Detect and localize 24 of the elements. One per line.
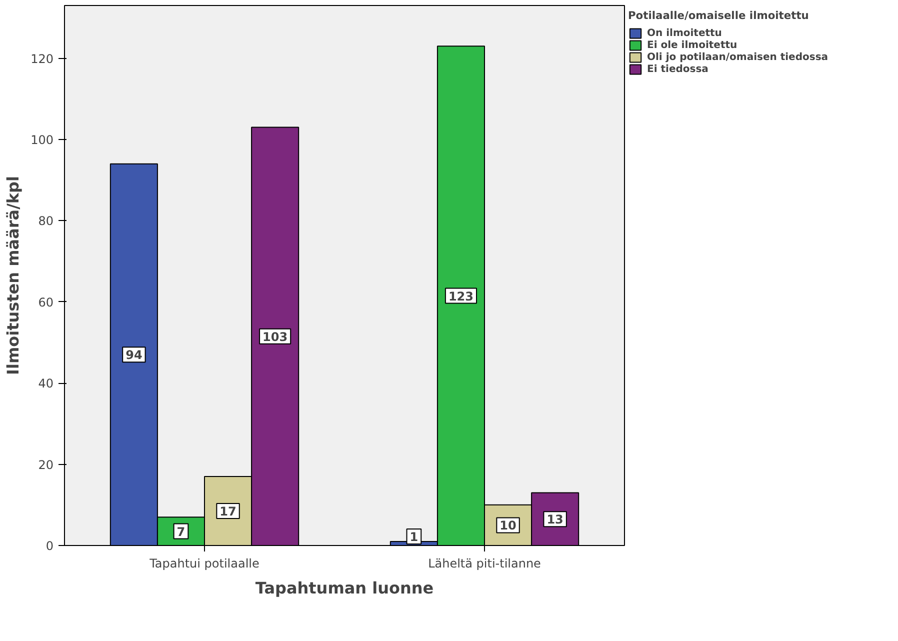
data-label: 1	[410, 530, 418, 544]
data-label: 103	[262, 330, 288, 344]
y-tick-label: 80	[38, 214, 54, 228]
legend-title: Potilaalle/omaiselle ilmoitettu	[628, 9, 810, 22]
data-label: 94	[126, 348, 142, 362]
y-axis-title: Ilmoitusten määrä/kpl	[4, 176, 23, 375]
y-tick-label: 20	[38, 458, 54, 472]
legend-label: Ei tiedossa	[647, 64, 708, 74]
data-label: 10	[500, 518, 516, 533]
data-label: 13	[546, 512, 564, 527]
y-tick-label: 60	[38, 295, 54, 310]
data-label: 17	[220, 504, 236, 518]
x-axis-title: Tapahtuman luonne	[255, 578, 434, 598]
legend-label: On ilmoitettu	[647, 28, 722, 38]
y-tick-label: 100	[30, 132, 54, 147]
legend-label: Ei ole ilmoitettu	[647, 40, 738, 50]
y-tick-label: 120	[30, 52, 54, 66]
y-tick-label: 0	[46, 539, 54, 553]
legend-label: Oli jo potilaan/omaisen tiedossa	[647, 52, 828, 62]
y-tick-label: 40	[38, 376, 54, 391]
data-label: 123	[448, 289, 474, 304]
x-tick-label: Läheltä piti-tilanne	[428, 556, 541, 570]
data-label: 7	[176, 524, 186, 539]
x-tick-label: Tapahtui potilaalle	[148, 556, 260, 570]
